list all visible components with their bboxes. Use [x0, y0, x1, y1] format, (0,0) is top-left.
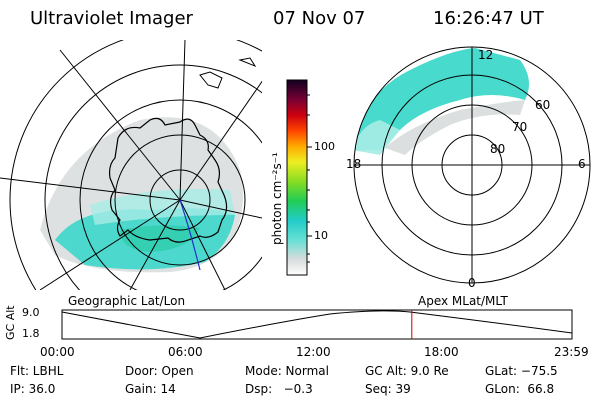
timeline-ytick-low: 1.8 [22, 327, 40, 340]
instrument-title: Ultraviolet Imager [30, 8, 193, 29]
colorbar-tick-10: 10 [314, 229, 328, 242]
continent-outline [108, 117, 228, 243]
timeline-xtick-0600: 06:00 [168, 345, 203, 359]
right-aurora-emission [354, 48, 529, 155]
timeline-xtick-1800: 18:00 [424, 345, 459, 359]
status-glat: GLat: −75.5 [485, 364, 558, 378]
timeline-xtick-0000: 00:00 [40, 345, 75, 359]
mlat-label-80: 80 [490, 142, 506, 156]
left-aurora-emission [40, 117, 244, 273]
time-label: 16:26:47 UT [433, 8, 544, 29]
left-map-caption: Geographic Lat/Lon [68, 294, 186, 308]
status-filter: Flt: LBHL [10, 364, 64, 378]
timeline-xtick-2359: 23:59 [554, 345, 589, 359]
mlat-label-70: 70 [512, 120, 528, 134]
mlt-meridians [354, 47, 590, 283]
right-map-caption: Apex MLat/MLT [418, 294, 508, 308]
status-seq: Seq: 39 [365, 382, 411, 396]
altitude-curve [61, 310, 573, 339]
colorbar-tick-100: 100 [314, 140, 335, 153]
status-dsp: Dsp: −0.3 [245, 382, 313, 396]
status-ip: IP: 36.0 [10, 382, 56, 396]
satellite-track [179, 199, 201, 271]
mlt-label-6: 6 [578, 157, 586, 171]
mlt-label-0: 0 [468, 276, 476, 290]
mlat-label-60: 60 [535, 98, 551, 112]
status-gain: Gain: 14 [125, 382, 176, 396]
date-label: 07 Nov 07 [273, 8, 366, 29]
timeline-ytick-high: 9.0 [22, 306, 40, 319]
meridians [0, 40, 262, 290]
status-mode: Mode: Normal [245, 364, 329, 378]
lat-circles [9, 40, 262, 290]
status-glon: GLon: 66.8 [485, 382, 555, 396]
timeline-xtick-1200: 12:00 [296, 345, 331, 359]
status-door: Door: Open [125, 364, 194, 378]
status-gc-alt: GC Alt: 9.0 Re [365, 364, 449, 378]
mlt-label-18: 18 [346, 157, 362, 171]
mlt-label-12: 12 [478, 48, 494, 62]
